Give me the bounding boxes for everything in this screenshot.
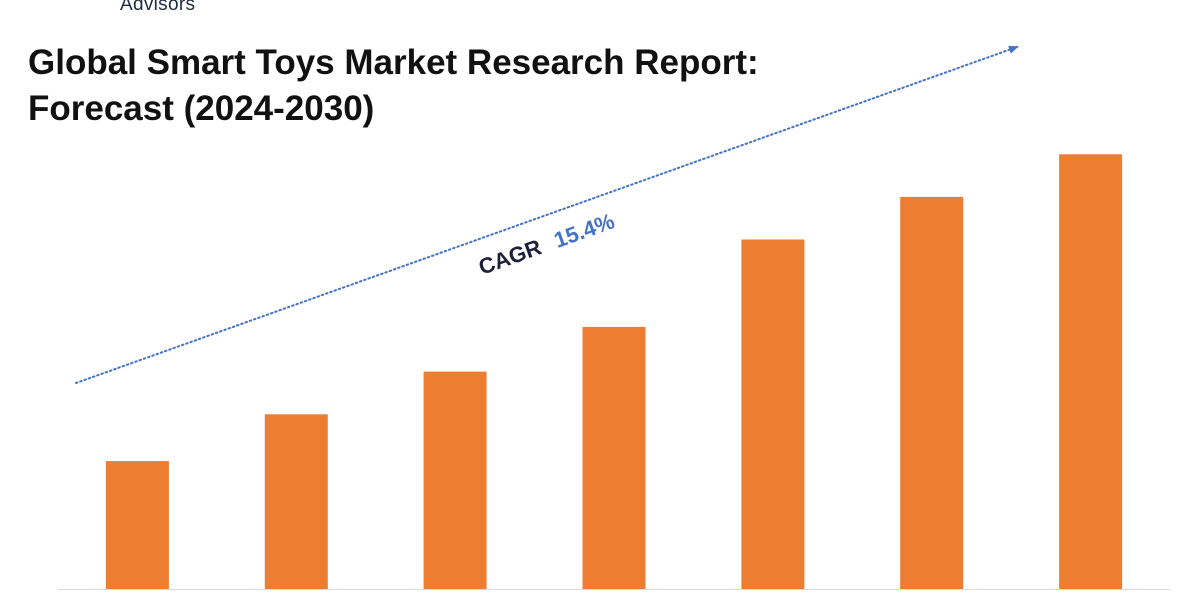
bar-2029: [900, 196, 964, 589]
brand-name: Advisors: [120, 0, 196, 15]
cagr-annotation: CAGR 15.4%: [475, 208, 618, 279]
bar-2027: [582, 326, 646, 589]
bar-2024: [105, 461, 169, 589]
bar-2030: [1059, 154, 1123, 590]
chart-title-line-2: Forecast (2024-2030): [28, 89, 375, 128]
bar-2028: [741, 239, 805, 589]
bar-2025: [264, 414, 328, 589]
chart-title: Global Smart Toys Market Research Report…: [28, 40, 928, 132]
cagr-label: CAGR: [475, 234, 545, 279]
bar-series: [105, 154, 1123, 590]
cagr-trend-arrow: [75, 45, 1019, 384]
chart-title-line-1: Global Smart Toys Market Research Report…: [28, 43, 759, 82]
cagr-value: 15.4%: [551, 208, 618, 253]
bar-2026: [423, 371, 487, 589]
